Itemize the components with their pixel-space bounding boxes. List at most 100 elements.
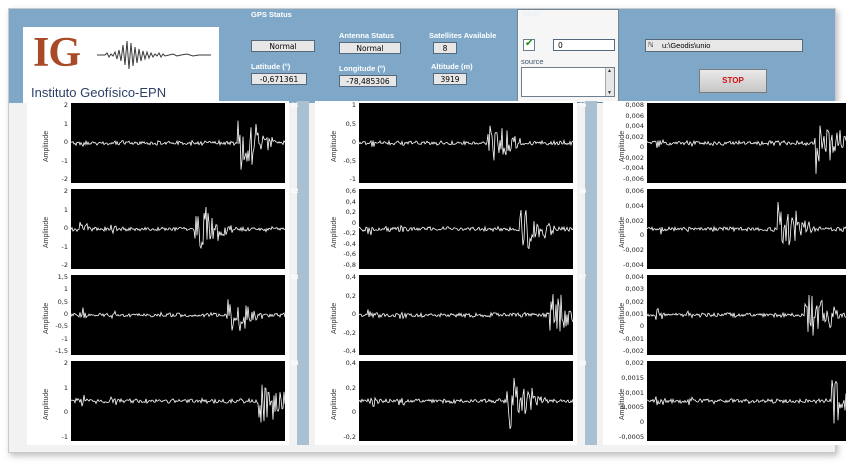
y-tick-label: -0,6 [343, 250, 356, 259]
y-tick-label: -1 [61, 334, 68, 343]
scroll-down-icon: ▼ [607, 90, 612, 96]
waveform-plot-s3[interactable] [70, 275, 286, 355]
y-tick-label: 0 [351, 310, 356, 318]
channel-id-label: S3 [291, 275, 299, 281]
waveform-trace [358, 377, 574, 430]
source-scrollbar[interactable]: ▲ ▼ [605, 68, 614, 96]
y-tick-label: -0,004 [623, 261, 644, 269]
y-tick-label: -1 [61, 156, 68, 165]
y-tick-label: -0,0005 [619, 433, 645, 441]
y-tick-label: -2 [61, 175, 68, 183]
code-input[interactable]: 0 [553, 39, 615, 51]
y-tick-label: -0,006 [623, 175, 644, 183]
y-tick-label: 0,2 [345, 208, 356, 217]
y-tick-label: 0,004 [625, 122, 644, 131]
y-tick-label: -0,2 [343, 229, 356, 238]
waveform-svg [70, 384, 286, 423]
enable-checkbox[interactable]: ✔ [523, 38, 535, 51]
satellites-label: Satellites Available [429, 31, 497, 40]
latitude-label: Latitude (°) [251, 62, 291, 71]
waveform-svg [70, 206, 286, 250]
y-tick-label: -0,4 [343, 347, 356, 355]
channel-id-label: S2 [291, 189, 299, 195]
path-field[interactable]: ℕ u:\Geodis\unio [645, 39, 803, 52]
waveform-svg [646, 379, 846, 424]
waveform-trace [70, 299, 286, 331]
gps-status-label: GPS Status [251, 10, 292, 19]
waveform-plot-s10[interactable] [646, 189, 846, 269]
y-tick-label: 2 [63, 359, 68, 367]
waveform-svg [70, 120, 286, 170]
source-textarea[interactable]: ▲ ▼ [521, 67, 615, 97]
waveform-trace [646, 201, 846, 246]
waveform-plot-s11[interactable] [646, 275, 846, 355]
y-tick-label: 1 [63, 383, 68, 392]
waveform-plot-s12[interactable] [646, 361, 846, 441]
waveform-svg [646, 294, 846, 336]
folder-icon: ℕ [648, 42, 654, 49]
waveform-plot-s7[interactable] [358, 275, 574, 355]
waveform-plot-s9[interactable] [646, 103, 846, 183]
y-tick-label: 0,006 [625, 111, 644, 120]
longitude-value: -78,485306 [339, 75, 397, 87]
waveform-plot-s4[interactable] [70, 361, 286, 441]
y-tick-label: -1 [61, 433, 68, 441]
altitude-value: 3919 [433, 73, 467, 85]
y-tick-label: 0,4 [345, 273, 356, 281]
y-tick-label: 0,004 [625, 201, 644, 210]
source-label: source [521, 57, 544, 66]
y-tick-label: 0,4 [345, 197, 356, 206]
y-tick-label: -0,5 [343, 156, 356, 165]
waveform-trace [646, 379, 846, 424]
application-frame: IG Instituto Geofísico-EPN GPS Status No… [8, 8, 846, 453]
waveform-svg [358, 294, 574, 332]
waveform-trace [70, 384, 286, 423]
channel-panel-s4: Amplitude 2 1 0 -1 S4 [27, 359, 298, 445]
waveform-svg [358, 125, 574, 161]
seismogram-logo-icon [97, 40, 211, 70]
waveform-plot-s2[interactable] [70, 189, 286, 269]
y-tick-label: -2 [61, 261, 68, 269]
y-tick-label: 1 [63, 119, 68, 128]
waveform-plot-s8[interactable] [358, 361, 574, 441]
y-tick-label: 1 [351, 101, 356, 109]
channel-panel-s5: Amplitude 1 0,5 0 -0,5 -1 S5 [315, 101, 586, 187]
stop-button[interactable]: STOP [699, 69, 767, 93]
y-tick-label: -0,002 [623, 246, 644, 255]
waveform-plot-s5[interactable] [358, 103, 574, 183]
y-tick-label: 1,5 [57, 273, 68, 281]
code-label: code [523, 9, 541, 18]
antenna-status-value: Normal [339, 42, 401, 54]
channel-panel-s9: Amplitude 0,008 0,006 0,004 0,002 0 -0,002 -0,0… [603, 101, 846, 187]
longitude-label: Longitude (°) [339, 64, 386, 73]
waveform-svg [70, 299, 286, 331]
channel-panel-s8: Amplitude 0,4 0,2 0 -0,2 S8 [315, 359, 586, 445]
y-tick-label: 2 [63, 101, 68, 109]
channel-id-label: S6 [579, 189, 587, 195]
satellites-value: 8 [433, 42, 457, 54]
y-tick-label: 0,0005 [621, 403, 644, 412]
channel-panel-s12: Amplitude0,0020,00150,0010,00050-0,0005S… [603, 359, 846, 445]
institution-name: Instituto Geofísico-EPN [31, 85, 167, 100]
y-tick-label: 0 [351, 138, 356, 146]
y-tick-label: 0 [351, 408, 356, 417]
logo: IG Instituto Geofísico-EPN [23, 27, 219, 103]
y-tick-label: -0,2 [343, 328, 356, 337]
y-tick-label: -1 [61, 242, 68, 251]
channel-id-label: S5 [579, 103, 587, 109]
y-tick-label: -0,2 [343, 433, 356, 441]
channel-panel-s7: Amplitude 0,4 0,2 0 -0,2 -0,4 S7 [315, 273, 586, 359]
waveform-trace [646, 294, 846, 336]
y-tick-label: 0 [639, 231, 644, 240]
waveform-svg [358, 377, 574, 430]
waveform-plot-s1[interactable] [70, 103, 286, 183]
channel-id-label: S8 [579, 361, 587, 367]
y-tick-label: -0,002 [623, 153, 644, 162]
waveform-plot-s6[interactable] [358, 189, 574, 269]
y-tick-label: 0 [639, 418, 644, 427]
y-tick-label: 0 [63, 138, 68, 146]
y-tick-label: 0,006 [625, 187, 644, 195]
checkmark-icon: ✔ [525, 38, 534, 49]
header-panel: IG Instituto Geofísico-EPN GPS Status No… [9, 9, 835, 103]
